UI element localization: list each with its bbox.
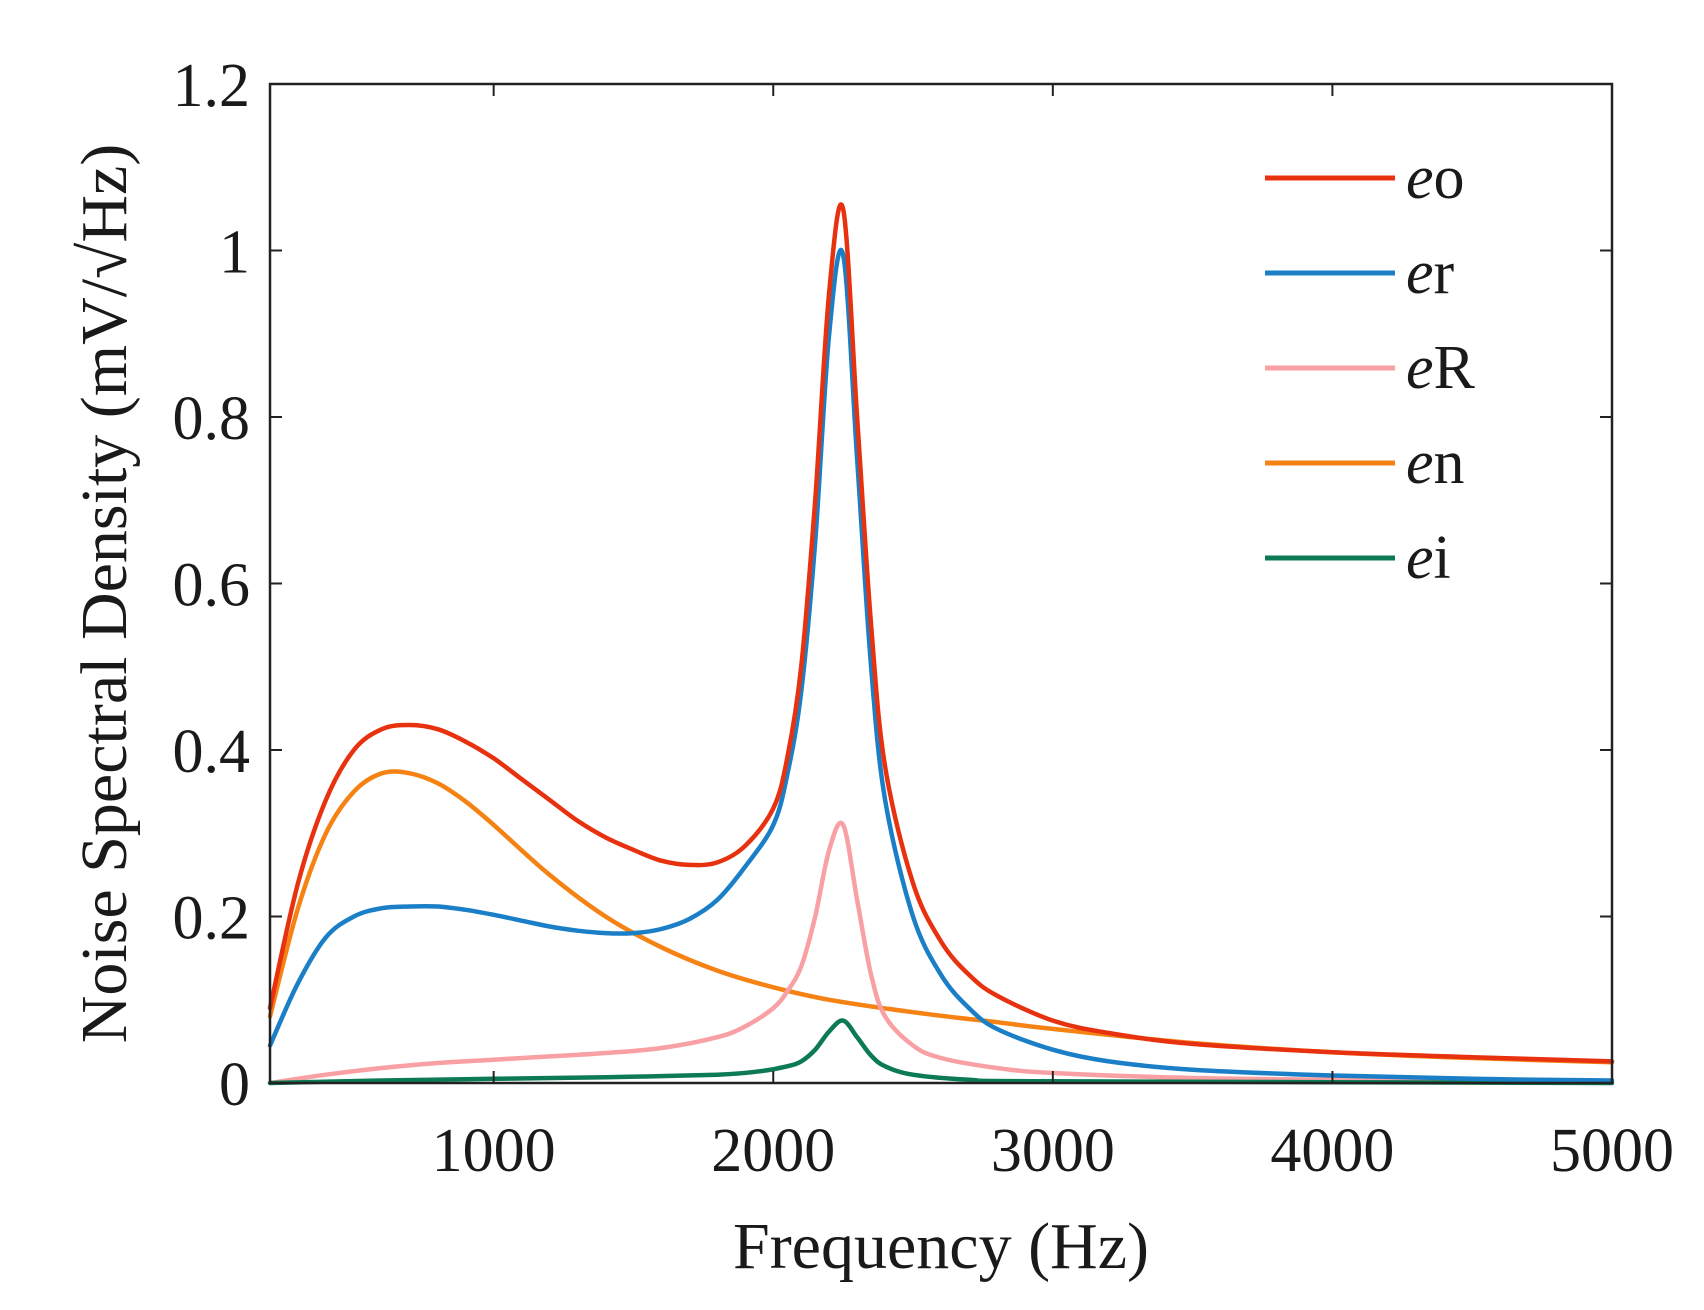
y-tick-labels: 0 0.2 0.4 0.6 0.8 1 1.2 xyxy=(173,52,251,1119)
legend-label-er: er xyxy=(1406,239,1455,307)
x-tick-label: 4000 xyxy=(1270,1117,1394,1185)
legend-label-en: en xyxy=(1406,429,1465,497)
y-tick-label: 1.2 xyxy=(173,52,251,120)
y-tick-label: 0.6 xyxy=(173,552,251,620)
y-tick-label: 0 xyxy=(219,1051,250,1119)
legend-label-eo: eo xyxy=(1406,144,1465,212)
y-tick-label: 1 xyxy=(219,219,250,287)
plot-frame xyxy=(268,82,1614,1085)
y-tick-label: 0.8 xyxy=(173,385,251,453)
y-axis-title: Noise Spectral Density (mV/√Hz) xyxy=(68,144,141,1044)
x-tick-label: 3000 xyxy=(991,1117,1115,1185)
series-line-en xyxy=(267,769,1615,1065)
x-tick-label: 2000 xyxy=(711,1117,835,1185)
x-tick-label: 5000 xyxy=(1550,1117,1674,1185)
series-line-eR xyxy=(267,820,1615,1086)
x-axis-title: Frequency (Hz) xyxy=(733,1210,1149,1283)
legend-label-eR: eR xyxy=(1406,334,1476,402)
series-lines xyxy=(267,202,1615,1086)
x-tick-label: 1000 xyxy=(432,1117,556,1185)
series-line-ei xyxy=(267,1018,1615,1086)
y-tick-label: 0.4 xyxy=(173,718,251,786)
series-line-er xyxy=(267,247,1615,1083)
series-line-eo xyxy=(267,202,1615,1064)
y-tick-label: 0.2 xyxy=(173,885,251,953)
legend: eo er eR en ei xyxy=(1265,144,1476,592)
x-tick-labels: 1000 2000 3000 4000 5000 xyxy=(432,1117,1674,1185)
legend-label-ei: ei xyxy=(1406,524,1451,592)
